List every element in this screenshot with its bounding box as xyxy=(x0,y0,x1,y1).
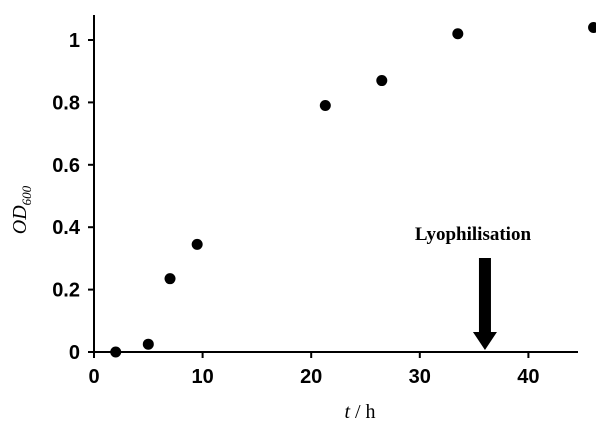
x-axis-label: t / h xyxy=(344,401,375,423)
data-point xyxy=(319,100,331,112)
data-point xyxy=(142,338,154,350)
data-point xyxy=(452,28,464,40)
y-tick-label: 0.6 xyxy=(52,155,80,177)
annotation-arrow xyxy=(472,258,497,350)
data-point xyxy=(588,22,596,34)
annotation-label: Lyophilisation xyxy=(415,224,532,245)
x-axis: 0 10 20 30 40 xyxy=(88,351,578,388)
y-tick-label: 0.8 xyxy=(52,92,80,114)
y-tick-label: 0 xyxy=(69,342,80,364)
x-tick-label: 30 xyxy=(409,366,431,388)
data-points xyxy=(110,22,596,358)
data-point xyxy=(164,273,176,285)
y-tick-label: 1 xyxy=(69,30,80,52)
x-tick-label: 0 xyxy=(88,366,99,388)
y-tick-label: 0.4 xyxy=(52,217,81,239)
x-tick-label: 40 xyxy=(517,366,539,388)
data-point xyxy=(191,238,203,250)
x-tick-label: 20 xyxy=(300,366,322,388)
y-axis: 0 0.2 0.4 0.6 0.8 1 xyxy=(52,15,95,364)
data-point xyxy=(376,75,388,87)
annotation: Lyophilisation xyxy=(415,224,532,350)
y-tick-label: 0.2 xyxy=(52,280,80,302)
y-axis-label: OD600 xyxy=(9,185,34,234)
data-point xyxy=(110,346,122,358)
x-tick-label: 10 xyxy=(191,366,213,388)
